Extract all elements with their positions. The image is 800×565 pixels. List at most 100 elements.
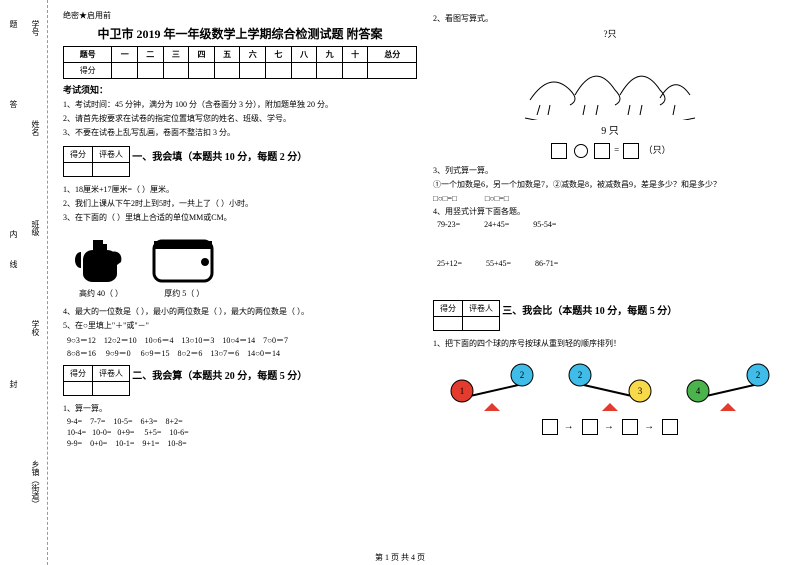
question-sub: ①一个加数是6，另一个加数是7，②减数是8，被减数昌9，差是多少？和是多少？ (433, 179, 787, 190)
table-row: 得分 (64, 63, 417, 79)
score-box-label: 评卷人 (93, 365, 130, 381)
score-box-label: 得分 (64, 146, 93, 162)
margin-extra: 答 (8, 100, 19, 108)
section-title: 二、我会算（本题共 20 分，每题 5 分） (132, 371, 307, 382)
page: 绝密★启用前 中卫市 2019 年一年级数学上学期综合检测试题 附答案 题号 一… (55, 10, 795, 550)
svg-text:2: 2 (756, 370, 761, 380)
blank-square (623, 143, 639, 159)
question: 2、我们上课从下午2时上到5时，一共上了（ ）小时。 (63, 198, 417, 209)
arrow-icon: → (564, 421, 574, 432)
col-header: 九 (317, 47, 343, 63)
score-box: 得分评卷人 (63, 365, 130, 396)
balance-row: 1 2 2 3 4 2 (433, 355, 787, 411)
score-box-label: 得分 (64, 365, 93, 381)
scene-bottom: 9 只 (433, 122, 787, 137)
exam-title: 中卫市 2019 年一年级数学上学期综合检测试题 附答案 (63, 25, 417, 42)
svg-text:2: 2 (578, 370, 583, 380)
eq-row: 10-4= 10-0= 0+9= 5+5= 10-6= (63, 428, 417, 437)
margin-label: 乡镇（街道） (30, 460, 41, 508)
wallet-icon (151, 236, 217, 286)
balance-scale: 1 2 (442, 355, 542, 411)
section-title: 一、我会填（本题共 10 分，每题 2 分） (132, 152, 307, 163)
margin-label: 班级 (30, 220, 41, 236)
right-column: 2、看图写算式。 ?只 9 只 = （只） 3、列式算一算。 ①一个加数是6，另 (425, 10, 795, 550)
balance-scale: 2 3 (560, 355, 660, 411)
wallet-label: 厚约 5（ ） (164, 289, 204, 298)
score-box-label: 评卷人 (93, 146, 130, 162)
question: 4、用竖式计算下面各题。 (433, 206, 787, 217)
margin-extra: 题 (8, 20, 19, 28)
section-title: 三、我会比（本题共 10 分，每题 5 分） (502, 306, 677, 317)
image-row: 高约 40（ ） 厚约 5（ ） (63, 226, 417, 303)
notes-title: 考试须知： (63, 83, 417, 96)
score-box: 得分评卷人 (63, 146, 130, 177)
question: 2、看图写算式。 (433, 13, 787, 24)
margin-label: 姓名 (30, 120, 41, 136)
balance-scale: 4 2 (678, 355, 778, 411)
arrow-icon: → (644, 421, 654, 432)
col-header: 五 (214, 47, 240, 63)
note: 2、请首先按要求在试卷的指定位置填写您的姓名、班级、学号。 (63, 113, 417, 124)
eq-row: □○□=□ □○□=□ (433, 194, 787, 203)
question: 5、在○里填上"＋"或"－" (63, 320, 417, 331)
blank-square (582, 419, 598, 435)
note: 3、不要在试卷上乱写乱画，卷面不整洁扣 3 分。 (63, 127, 417, 138)
eq-row: 25+12= 55+45= 86-71= (433, 259, 787, 268)
arrow-icon: → (604, 421, 614, 432)
left-column: 绝密★启用前 中卫市 2019 年一年级数学上学期综合检测试题 附答案 题号 一… (55, 10, 425, 550)
score-box-label: 评卷人 (463, 300, 500, 316)
note: 1、考试时间：45 分钟，满分为 100 分（含卷面分 3 分），附加题单独 2… (63, 99, 417, 110)
margin-label: 学号 (30, 20, 41, 36)
page-footer: 第 1 页 共 4 页 (0, 552, 800, 563)
table-row: 题号 一 二 三 四 五 六 七 八 九 十 总分 (64, 47, 417, 63)
blank-square (662, 419, 678, 435)
wallet-figure: 厚约 5（ ） (151, 236, 217, 299)
col-header: 四 (189, 47, 215, 63)
svg-text:2: 2 (520, 370, 525, 380)
blank-square (551, 143, 567, 159)
scene-top: ?只 (433, 27, 787, 40)
eq-row: 9○3＝12 12○2＝10 10○6＝4 13○10＝3 10○4＝14 7○… (63, 335, 417, 346)
eq-row: 8○8＝16 9○9＝0 6○9＝15 8○2＝6 13○7＝6 14○0＝14 (63, 348, 417, 359)
score-table: 题号 一 二 三 四 五 六 七 八 九 十 总分 得分 (63, 46, 417, 79)
col-header: 六 (240, 47, 266, 63)
margin-label: 学校 (30, 320, 41, 336)
binding-margin: 学号 题 姓名 答 班级 线 学校 内 封 乡镇（街道） (0, 0, 48, 565)
col-header: 总分 (368, 47, 417, 63)
question: 3、在下面的（ ）里填上合适的单位MM或CM。 (63, 212, 417, 223)
eq-row: 9-4= 7-7= 10-5= 6+3= 8+2= (63, 417, 417, 426)
svg-text:4: 4 (696, 386, 701, 396)
col-header: 十 (342, 47, 368, 63)
eq-row: 9-9= 0+0= 10-1= 9+1= 10-8= (63, 439, 417, 448)
eq-row: 79-23= 24+45= 95-54= (433, 220, 787, 229)
score-box-label: 得分 (434, 300, 463, 316)
sequence-blanks: → → → (433, 419, 787, 435)
col-header: 题号 (64, 47, 112, 63)
col-header: 八 (291, 47, 317, 63)
question: 1、算一算。 (63, 403, 417, 414)
col-header: 三 (163, 47, 189, 63)
svg-text:3: 3 (638, 386, 643, 396)
margin-extra: 线 (8, 260, 19, 268)
col-header: 七 (266, 47, 292, 63)
question: 1、18厘米+17厘米=（ ）厘米。 (63, 184, 417, 195)
blank-square (542, 419, 558, 435)
eq-tail: （只） (644, 145, 671, 155)
question: 1、把下面的四个球的序号按球从重到轻的顺序排列！ (433, 338, 787, 349)
question: 3、列式算一算。 (433, 165, 787, 176)
teapot-label: 高约 40（ ） (79, 289, 123, 298)
secret-label: 绝密★启用前 (63, 10, 417, 21)
question: 4、最大的一位数是（ ），最小的两位数是（ ），最大的两位数是（ ）。 (63, 306, 417, 317)
teapot-figure: 高约 40（ ） (73, 230, 129, 299)
score-box: 得分评卷人 (433, 300, 500, 331)
animals-icon (520, 40, 700, 120)
row-label: 得分 (64, 63, 112, 79)
blank-square (622, 419, 638, 435)
col-header: 二 (138, 47, 164, 63)
teapot-icon (73, 230, 129, 286)
blank-circle (574, 144, 588, 158)
equation-blanks: = （只） (433, 143, 787, 159)
blank-square (594, 143, 610, 159)
scene-figure: ?只 9 只 = （只） (433, 27, 787, 159)
margin-extra: 封 (8, 380, 19, 388)
